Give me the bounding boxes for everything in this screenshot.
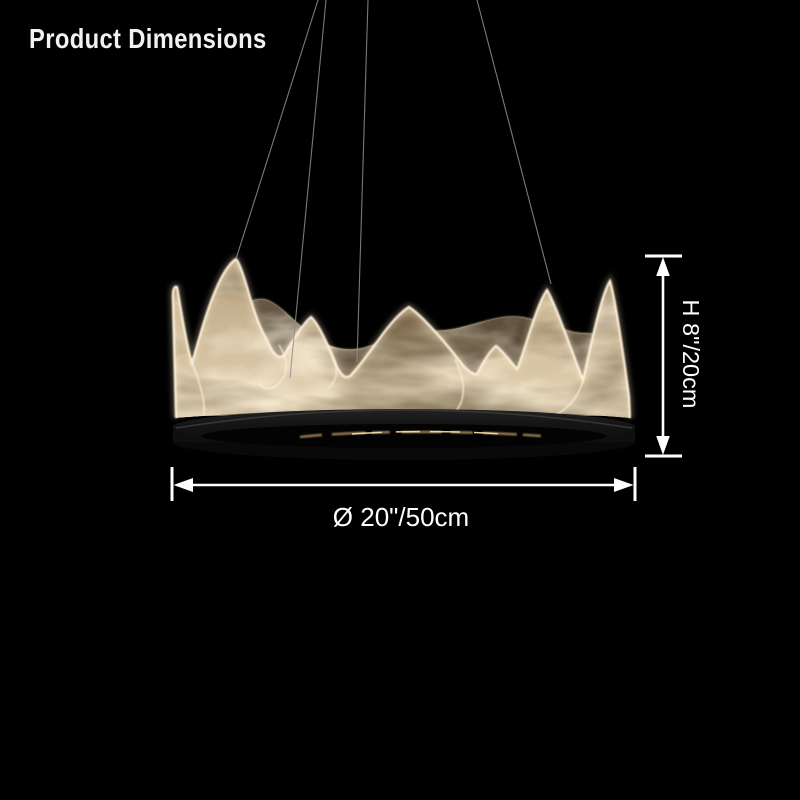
height-arrowhead-down: [656, 436, 670, 455]
ring-inner-glint-bright: [351, 430, 503, 435]
height-arrowhead-up: [656, 257, 670, 276]
suspension-wire: [235, 0, 319, 260]
diameter-dimension-label: Ø 20"/50cm: [333, 502, 469, 532]
height-dimension-label: H 8"/20cm: [678, 300, 704, 409]
page-title: Product Dimensions: [29, 23, 267, 54]
ring-inner-opening: [202, 424, 606, 448]
dimension-annotations: H 8"/20cm Ø 20"/50cm: [170, 254, 704, 532]
inner-edge-curl: [191, 362, 205, 415]
height-dimension: H 8"/20cm: [645, 254, 704, 458]
suspension-wire: [289, 0, 327, 379]
suspension-wire: [356, 0, 369, 363]
diameter-arrowhead-right: [614, 478, 634, 492]
crown-front-panel: [172, 259, 631, 418]
inner-edge-curl: [327, 350, 338, 389]
ring-base: [173, 409, 635, 460]
suspension-wire: [476, 0, 552, 285]
diameter-dimension: Ø 20"/50cm: [170, 467, 637, 532]
suspension-wires: [235, 0, 552, 379]
inner-edge-curl: [258, 344, 288, 390]
ring-rim-highlight: [175, 409, 633, 429]
diameter-arrowhead-left: [173, 478, 193, 492]
